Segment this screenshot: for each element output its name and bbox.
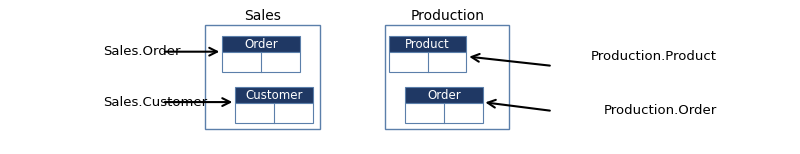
Text: Production: Production xyxy=(410,9,484,23)
Bar xyxy=(389,52,466,72)
Bar xyxy=(206,25,320,129)
Bar xyxy=(405,87,482,103)
Bar xyxy=(389,36,466,52)
Bar xyxy=(222,36,300,52)
Text: Customer: Customer xyxy=(245,89,302,102)
Bar xyxy=(235,87,313,103)
Text: Order: Order xyxy=(427,89,461,102)
Text: Production.Order: Production.Order xyxy=(604,104,717,118)
Text: Sales.Customer: Sales.Customer xyxy=(103,96,207,109)
Bar xyxy=(222,52,300,72)
Bar xyxy=(235,103,313,123)
Bar xyxy=(405,103,482,123)
Text: Sales.Order: Sales.Order xyxy=(103,45,181,58)
Text: Product: Product xyxy=(406,38,450,51)
Text: Order: Order xyxy=(244,38,278,51)
Text: Sales: Sales xyxy=(244,9,281,23)
Bar xyxy=(386,25,509,129)
Text: Production.Product: Production.Product xyxy=(591,50,717,63)
